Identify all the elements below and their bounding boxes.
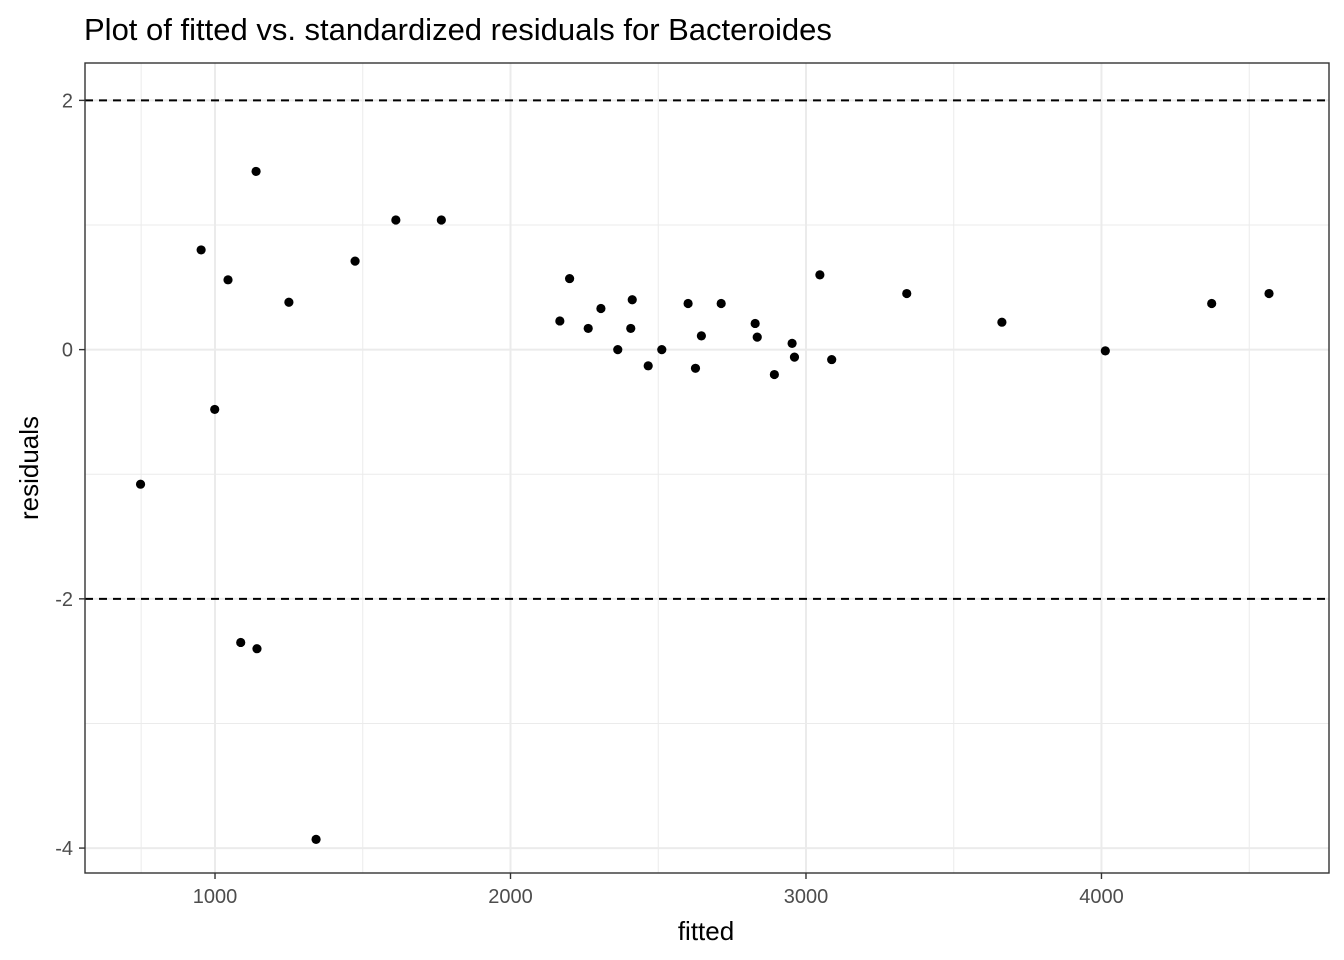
data-point (223, 275, 233, 285)
data-point (311, 834, 321, 844)
data-point (135, 479, 146, 489)
data-point (627, 295, 637, 305)
y-tick-label: 2 (62, 90, 73, 112)
data-point (769, 369, 779, 380)
data-point (643, 361, 653, 371)
data-point (752, 332, 762, 342)
data-point (350, 256, 360, 266)
data-point (210, 404, 220, 415)
data-point (555, 316, 565, 326)
data-point (997, 317, 1007, 327)
y-axis-ticks: -4 -2 0 2 (55, 90, 85, 860)
x-axis-title: fitted (678, 916, 734, 946)
data-point (596, 303, 606, 314)
data-point (1207, 298, 1217, 309)
data-point (252, 644, 262, 654)
y-tick-label: -4 (55, 838, 73, 860)
data-point (716, 298, 726, 309)
data-point (236, 637, 246, 648)
data-point (902, 288, 912, 299)
data-point (657, 345, 667, 355)
data-point (196, 245, 206, 255)
data-point (787, 338, 797, 348)
y-tick-label: -2 (55, 589, 73, 611)
y-axis-title: residuals (14, 416, 44, 520)
reference-lines (85, 99, 1329, 600)
data-point (1264, 288, 1274, 299)
data-point (815, 270, 825, 280)
data-point (1100, 346, 1110, 356)
data-point (583, 323, 593, 334)
data-point (626, 323, 636, 334)
data-points (135, 166, 1274, 844)
x-tick-label: 4000 (1079, 886, 1124, 908)
data-point (436, 215, 446, 225)
data-point (391, 215, 401, 225)
data-point (251, 166, 261, 177)
data-point (564, 273, 575, 284)
minor-gridlines (85, 63, 1329, 873)
data-point (789, 352, 800, 362)
x-tick-label: 1000 (193, 886, 238, 908)
chart-title: Plot of fitted vs. standardized residual… (84, 12, 832, 47)
data-point (690, 363, 701, 373)
data-point (613, 345, 623, 355)
data-point (683, 298, 693, 309)
panel-border (84, 62, 1330, 874)
y-tick-label: 0 (62, 340, 73, 362)
data-point (284, 297, 294, 307)
data-point (827, 354, 837, 365)
x-axis-ticks: 1000 2000 3000 4000 (193, 873, 1124, 908)
data-point (696, 331, 706, 341)
x-tick-label: 2000 (488, 886, 533, 908)
x-tick-label: 3000 (784, 886, 829, 908)
data-point (750, 318, 760, 329)
